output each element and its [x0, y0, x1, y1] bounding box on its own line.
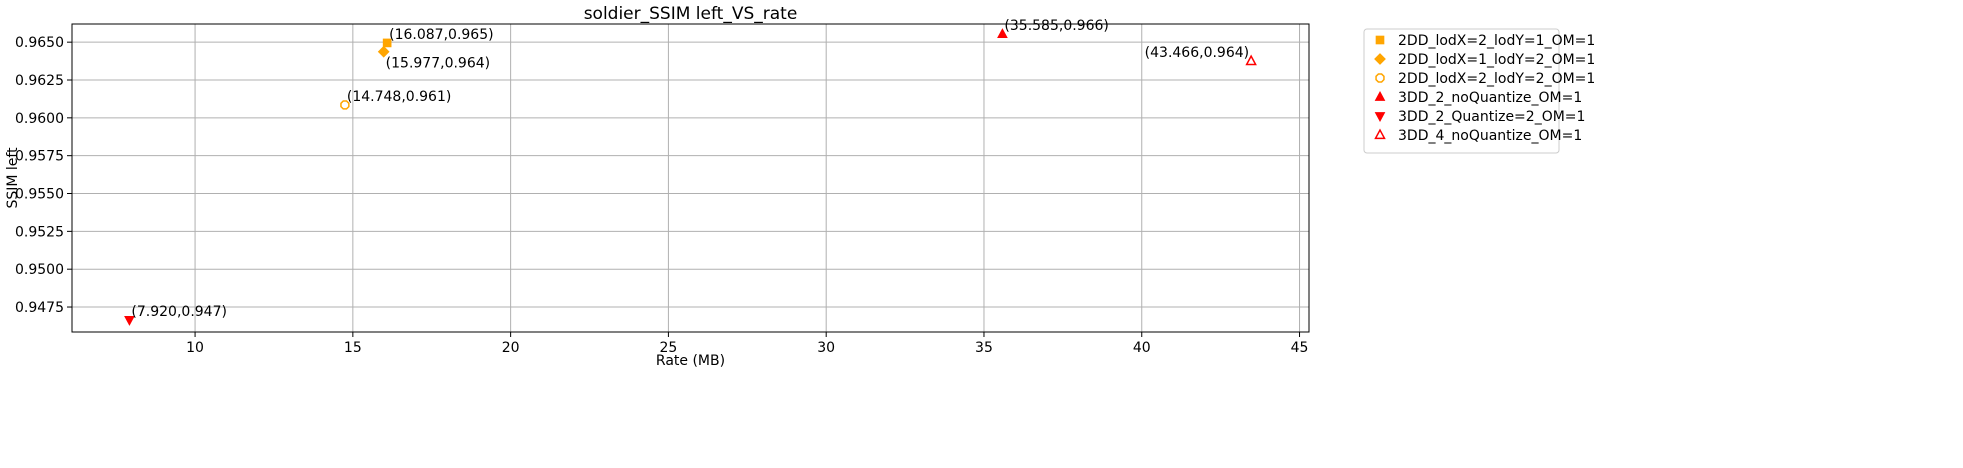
legend-entry-label: 2DD_lodX=1_lodY=2_OM=1: [1398, 52, 1595, 68]
legend-entry-label: 2DD_lodX=2_lodY=1_OM=1: [1398, 33, 1595, 49]
point-label: (43.466,0.964): [1145, 45, 1249, 61]
data-point: [1245, 54, 1257, 66]
data-point: [340, 100, 350, 110]
x-tick-label: 40: [1133, 340, 1151, 356]
x-tick-label: 10: [186, 340, 204, 356]
y-axis-title: SSIM left: [5, 147, 21, 209]
data-point: [124, 316, 135, 326]
point-label: (16.087,0.965): [389, 27, 493, 43]
axis-ticks: 10 15 20 25 30 35 40 45 0.9475 0.9500 0.9525 0.9550…: [15, 35, 1308, 356]
y-tick-label: 0.9650: [15, 35, 64, 51]
legend: 2DD_lodX=2_lodY=1_OM=1 2DD_lodX=1_lodY=2_…: [1363, 28, 1595, 154]
x-tick-label: 15: [344, 340, 362, 356]
legend-marker: [1374, 128, 1386, 140]
legend-marker: [1374, 90, 1386, 101]
x-tick-label: 30: [817, 340, 835, 356]
y-tick-label: 0.9525: [15, 224, 64, 240]
point-labels: (16.087,0.965) (15.977,0.964) (14.748,0.96…: [131, 18, 1249, 320]
legend-entry-label: 3DD_2_Quantize=2_OM=1: [1398, 109, 1585, 125]
legend-frame: [1363, 28, 1560, 154]
y-tick-label: 0.9575: [15, 149, 64, 165]
x-axis-title: Rate (MB): [656, 353, 725, 369]
x-tick-label: 25: [659, 340, 677, 356]
legend-entry-label: 2DD_lodX=2_lodY=2_OM=1: [1398, 71, 1595, 87]
y-tick-label: 0.9625: [15, 73, 64, 89]
point-label: (14.748,0.961): [347, 89, 451, 105]
legend-marker: [1374, 112, 1386, 123]
y-tick-label: 0.9600: [15, 111, 64, 127]
data-point: [997, 28, 1008, 39]
data-point: [382, 38, 392, 48]
y-tick-label: 0.9500: [15, 262, 64, 278]
legend-entry-label: 3DD_2_noQuantize_OM=1: [1398, 90, 1582, 106]
point-label: (15.977,0.964): [386, 56, 490, 72]
x-tick-label: 35: [975, 340, 993, 356]
legend-entry-label: 3DD_4_noQuantize_OM=1: [1398, 128, 1582, 144]
data-points: [124, 28, 1257, 326]
x-tick-label: 20: [502, 340, 520, 356]
y-tick-label: 0.9550: [15, 187, 64, 203]
legend-marker: [1374, 53, 1386, 65]
point-label: (35.585,0.966): [1004, 18, 1108, 34]
y-tick-label: 0.9475: [15, 300, 64, 316]
plot-area-frame: [71, 23, 1310, 333]
chart-title: soldier_SSIM left_VS_rate: [584, 4, 798, 24]
legend-marker: [1375, 73, 1385, 83]
data-point: [377, 45, 390, 58]
legend-marker: [1375, 35, 1385, 45]
point-label: (7.920,0.947): [131, 304, 227, 320]
grid-lines: [72, 24, 1309, 332]
x-tick-label: 45: [1291, 340, 1309, 356]
